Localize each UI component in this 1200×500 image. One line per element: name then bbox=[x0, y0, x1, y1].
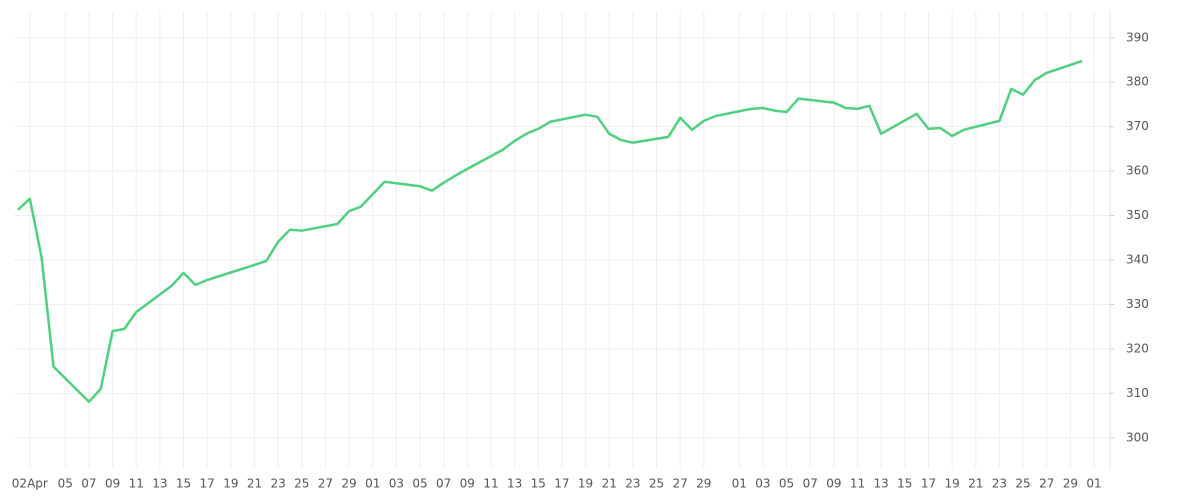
x-tick-label: 19 bbox=[944, 477, 959, 491]
x-tick-label: 19 bbox=[223, 477, 238, 491]
x-tick-label: 05 bbox=[779, 477, 794, 491]
x-tick-label: 17 bbox=[921, 477, 936, 491]
x-tick-label: 05 bbox=[58, 477, 73, 491]
x-tick-label: 02Apr bbox=[12, 477, 48, 491]
y-tick-label: 370 bbox=[1126, 119, 1149, 133]
x-tick-label: 29 bbox=[696, 477, 711, 491]
x-tick-label: 27 bbox=[673, 477, 688, 491]
x-tick-label: 03 bbox=[755, 477, 770, 491]
x-tick-label: 23 bbox=[270, 477, 285, 491]
y-tick-label: 320 bbox=[1126, 341, 1149, 355]
x-tick-label: 17 bbox=[200, 477, 215, 491]
x-tick-label: 19 bbox=[578, 477, 593, 491]
x-tick-label: 23 bbox=[992, 477, 1007, 491]
x-tick-label: 15 bbox=[897, 477, 912, 491]
x-tick-label: 07 bbox=[436, 477, 451, 491]
x-tick-label: 01 bbox=[1086, 477, 1101, 491]
x-tick-label: 11 bbox=[129, 477, 144, 491]
x-tick-label: 29 bbox=[341, 477, 356, 491]
x-tick-label: 17 bbox=[554, 477, 569, 491]
x-tick-label: 21 bbox=[602, 477, 617, 491]
y-tick-label: 350 bbox=[1126, 208, 1149, 222]
x-tick-label: 27 bbox=[1039, 477, 1054, 491]
x-tick-label: 13 bbox=[874, 477, 889, 491]
y-tick-label: 330 bbox=[1126, 297, 1149, 311]
x-tick-label: 25 bbox=[649, 477, 664, 491]
x-tick-label: 07 bbox=[81, 477, 96, 491]
x-tick-label: 09 bbox=[826, 477, 841, 491]
x-tick-label: 13 bbox=[507, 477, 522, 491]
x-tick-label: 15 bbox=[176, 477, 191, 491]
x-tick-label: 23 bbox=[625, 477, 640, 491]
x-tick-label: 27 bbox=[318, 477, 333, 491]
x-tick-label: 11 bbox=[850, 477, 865, 491]
price-line bbox=[17, 59, 1083, 404]
x-tick-label: 09 bbox=[105, 477, 120, 491]
x-tick-label: 29 bbox=[1063, 477, 1078, 491]
x-tick-label: 25 bbox=[1015, 477, 1030, 491]
y-tick-label: 360 bbox=[1126, 164, 1149, 178]
y-tick-label: 380 bbox=[1126, 75, 1149, 89]
y-tick-label: 340 bbox=[1126, 253, 1149, 267]
x-tick-label: 13 bbox=[152, 477, 167, 491]
x-tick-label: 21 bbox=[968, 477, 983, 491]
x-tick-label: 01 bbox=[732, 477, 747, 491]
x-tick-label: 21 bbox=[247, 477, 262, 491]
x-tick-label: 15 bbox=[531, 477, 546, 491]
y-tick-label: 390 bbox=[1126, 30, 1149, 44]
y-tick-label: 300 bbox=[1126, 430, 1149, 444]
x-tick-label: 03 bbox=[389, 477, 404, 491]
x-tick-label: 07 bbox=[803, 477, 818, 491]
x-tick-label: 09 bbox=[460, 477, 475, 491]
y-tick-label: 310 bbox=[1126, 386, 1149, 400]
x-tick-label: 01 bbox=[365, 477, 380, 491]
x-tick-label: 05 bbox=[412, 477, 427, 491]
x-tick-label: 11 bbox=[483, 477, 498, 491]
x-tick-label: 25 bbox=[294, 477, 309, 491]
